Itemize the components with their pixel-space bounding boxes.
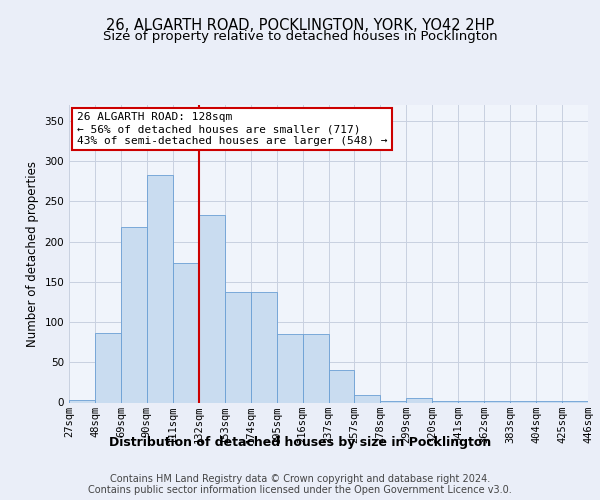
Bar (355, 396, 380, 402)
Text: Contains public sector information licensed under the Open Government Licence v3: Contains public sector information licen… (88, 485, 512, 495)
Bar (484, 401, 510, 402)
Bar (380, 401, 406, 402)
Bar (251, 292, 277, 403)
Bar (69, 400, 95, 402)
Bar (433, 401, 458, 402)
Text: Contains HM Land Registry data © Crown copyright and database right 2024.: Contains HM Land Registry data © Crown c… (110, 474, 490, 484)
Bar (302, 334, 329, 402)
Text: Size of property relative to detached houses in Pocklington: Size of property relative to detached ho… (103, 30, 497, 43)
Text: 26, ALGARTH ROAD, POCKLINGTON, YORK, YO42 2HP: 26, ALGARTH ROAD, POCKLINGTON, YORK, YO4… (106, 18, 494, 32)
Bar (458, 401, 484, 402)
Bar (562, 401, 588, 402)
Bar (199, 215, 224, 402)
Bar (510, 401, 536, 402)
Bar (147, 175, 173, 402)
Text: 26 ALGARTH ROAD: 128sqm
← 56% of detached houses are smaller (717)
43% of semi-d: 26 ALGARTH ROAD: 128sqm ← 56% of detache… (77, 112, 387, 146)
Bar (121, 227, 147, 402)
Bar (406, 398, 432, 402)
Text: Distribution of detached houses by size in Pocklington: Distribution of detached houses by size … (109, 436, 491, 449)
Bar (95, 332, 121, 402)
Bar (173, 262, 199, 402)
Bar (536, 401, 562, 402)
Bar (277, 334, 302, 402)
Bar (329, 370, 355, 402)
Y-axis label: Number of detached properties: Number of detached properties (26, 161, 39, 347)
Bar (225, 292, 251, 403)
